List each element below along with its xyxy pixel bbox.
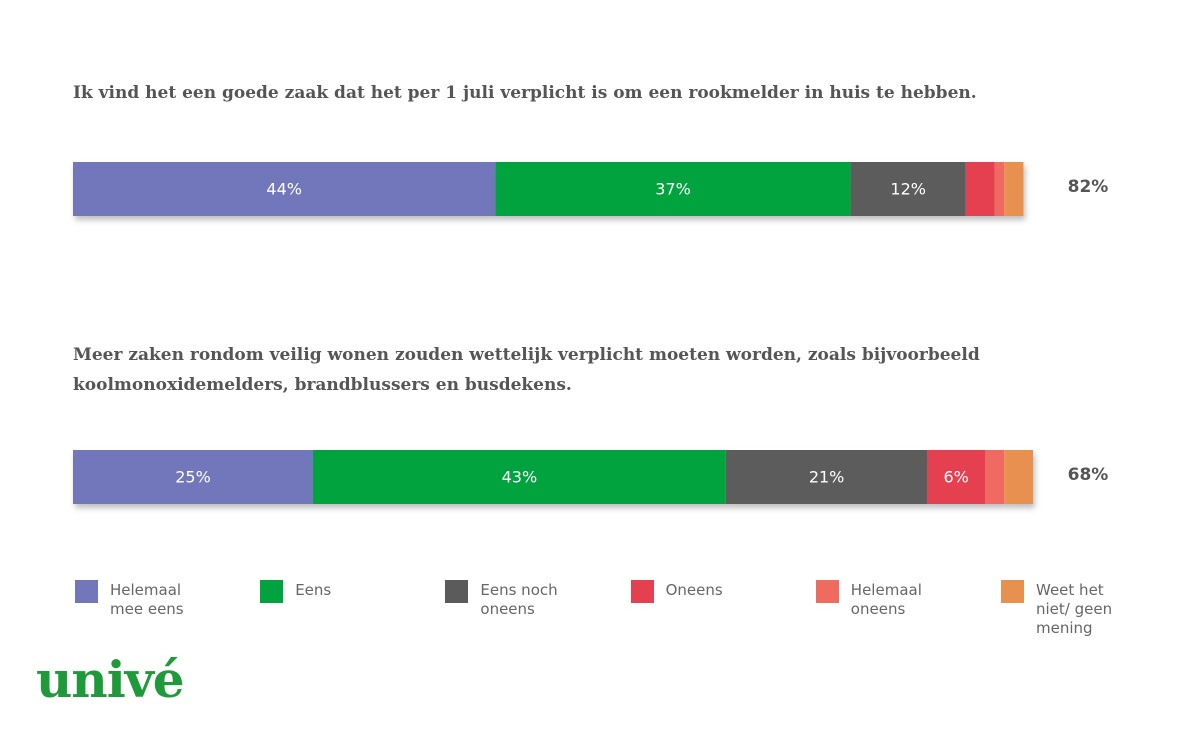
value-label: 37% bbox=[655, 180, 691, 199]
bar-group bbox=[73, 162, 1024, 216]
bar-segment bbox=[495, 162, 851, 216]
value-label: 21% bbox=[809, 468, 845, 487]
bar-segment bbox=[985, 450, 1005, 504]
bar-segment bbox=[725, 450, 928, 504]
bar-group bbox=[73, 450, 1033, 504]
question-title: Ik vind het een goede zaak dat het per 1… bbox=[73, 83, 977, 103]
legend-label: Oneens bbox=[665, 581, 723, 599]
total-label: 82% bbox=[1068, 177, 1109, 197]
bar-segment bbox=[994, 162, 1005, 216]
bar-segment bbox=[965, 162, 995, 216]
legend-label: Weet het niet/ geen mening bbox=[1036, 581, 1113, 637]
value-label: 43% bbox=[502, 468, 538, 487]
value-label: 25% bbox=[175, 468, 211, 487]
bar-segment bbox=[1004, 162, 1024, 216]
bar-segment bbox=[927, 450, 985, 504]
legend-swatch bbox=[445, 580, 469, 603]
bar-segment bbox=[73, 450, 313, 504]
bar-segment bbox=[1004, 450, 1033, 504]
legend-swatch bbox=[815, 580, 839, 603]
value-label: 44% bbox=[266, 180, 302, 199]
legend-swatch bbox=[75, 580, 98, 603]
legend-label: Helemaal oneens bbox=[850, 581, 922, 618]
value-label: 12% bbox=[890, 180, 926, 199]
legend-swatch bbox=[260, 580, 284, 603]
bar-segment bbox=[313, 450, 726, 504]
legend-label: Helemaal mee eens bbox=[110, 581, 184, 618]
legend-label: Eens noch oneens bbox=[480, 581, 558, 618]
question-title: Meer zaken rondom veilig wonen zouden we… bbox=[73, 345, 980, 395]
bar-segment bbox=[73, 162, 496, 216]
bar-segment bbox=[850, 162, 966, 216]
legend-swatch bbox=[1001, 580, 1024, 603]
legend-label: Eens bbox=[295, 581, 332, 599]
value-label: 6% bbox=[944, 468, 969, 487]
logo: univé bbox=[36, 650, 185, 709]
total-label: 68% bbox=[1068, 465, 1109, 485]
legend-swatch bbox=[630, 580, 654, 603]
